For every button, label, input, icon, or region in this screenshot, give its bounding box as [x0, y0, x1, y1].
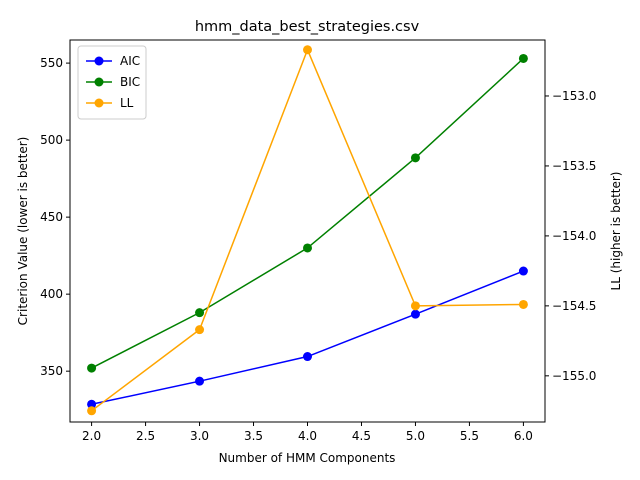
- chart-title: hmm_data_best_strategies.csv: [195, 19, 420, 35]
- x-tick-label: 4.5: [352, 429, 371, 443]
- legend-marker-bic: [94, 77, 104, 87]
- x-tick-label: 6.0: [514, 429, 533, 443]
- y-tick-label: 550: [40, 56, 63, 70]
- x-tick-label: 3.0: [190, 429, 209, 443]
- legend: AIC BIC LL: [77, 45, 147, 120]
- data-point-bic: [195, 308, 205, 318]
- y-axis-label: Criterion Value (lower is better): [16, 137, 30, 326]
- data-point-bic: [87, 363, 97, 373]
- y-tick-label: 400: [40, 287, 63, 301]
- legend-marker-aic: [94, 56, 104, 66]
- y2-axis-label: LL (higher is better): [609, 172, 623, 291]
- data-point-aic: [87, 399, 97, 409]
- x-tick-label: 2.5: [136, 429, 155, 443]
- data-point-aic: [518, 266, 528, 276]
- x-tick-label: 5.5: [460, 429, 479, 443]
- data-point-aic: [195, 376, 205, 386]
- series-line-bic: [91, 57, 524, 369]
- data-point-ll: [518, 299, 528, 309]
- x-tick-label: 5.0: [406, 429, 425, 443]
- x-axis: 2.0 2.5 3.0 3.5 4.0 4.5 5.0 5.5 6.0: [82, 422, 533, 443]
- y-tick-label: 350: [40, 364, 63, 378]
- x-tick-label: 4.0: [298, 429, 317, 443]
- y-tick-label: 500: [40, 133, 63, 147]
- legend-label-aic: AIC: [120, 54, 140, 68]
- data-point-ll: [195, 325, 205, 335]
- series-layer: [87, 45, 528, 416]
- y2-tick-label: −154.0: [552, 229, 596, 243]
- y2-tick-label: −154.5: [552, 299, 596, 313]
- y2-tick-label: −153.5: [552, 159, 596, 173]
- y2-tick-label: −155.0: [552, 369, 596, 383]
- data-point-bic: [410, 153, 420, 163]
- legend-marker-ll: [94, 98, 104, 108]
- series-line-aic: [91, 270, 524, 406]
- data-point-aic: [303, 352, 312, 362]
- data-point-aic: [410, 309, 420, 319]
- x-axis-label: Number of HMM Components: [219, 451, 396, 465]
- y-axis-left: 350 400 450 500 550: [40, 56, 70, 378]
- data-point-ll: [87, 406, 97, 416]
- legend-label-bic: BIC: [120, 75, 140, 89]
- data-point-ll: [303, 45, 312, 55]
- y2-tick-label: −153.0: [552, 89, 596, 103]
- data-point-bic: [303, 243, 312, 253]
- x-tick-label: 2.0: [82, 429, 101, 443]
- data-point-ll: [410, 301, 420, 311]
- legend-label-ll: LL: [120, 96, 134, 110]
- y-tick-label: 450: [40, 210, 63, 224]
- data-point-bic: [518, 53, 528, 63]
- x-tick-label: 3.5: [244, 429, 263, 443]
- y-axis-right: −155.0 −154.5 −154.0 −153.5 −153.0: [545, 89, 596, 383]
